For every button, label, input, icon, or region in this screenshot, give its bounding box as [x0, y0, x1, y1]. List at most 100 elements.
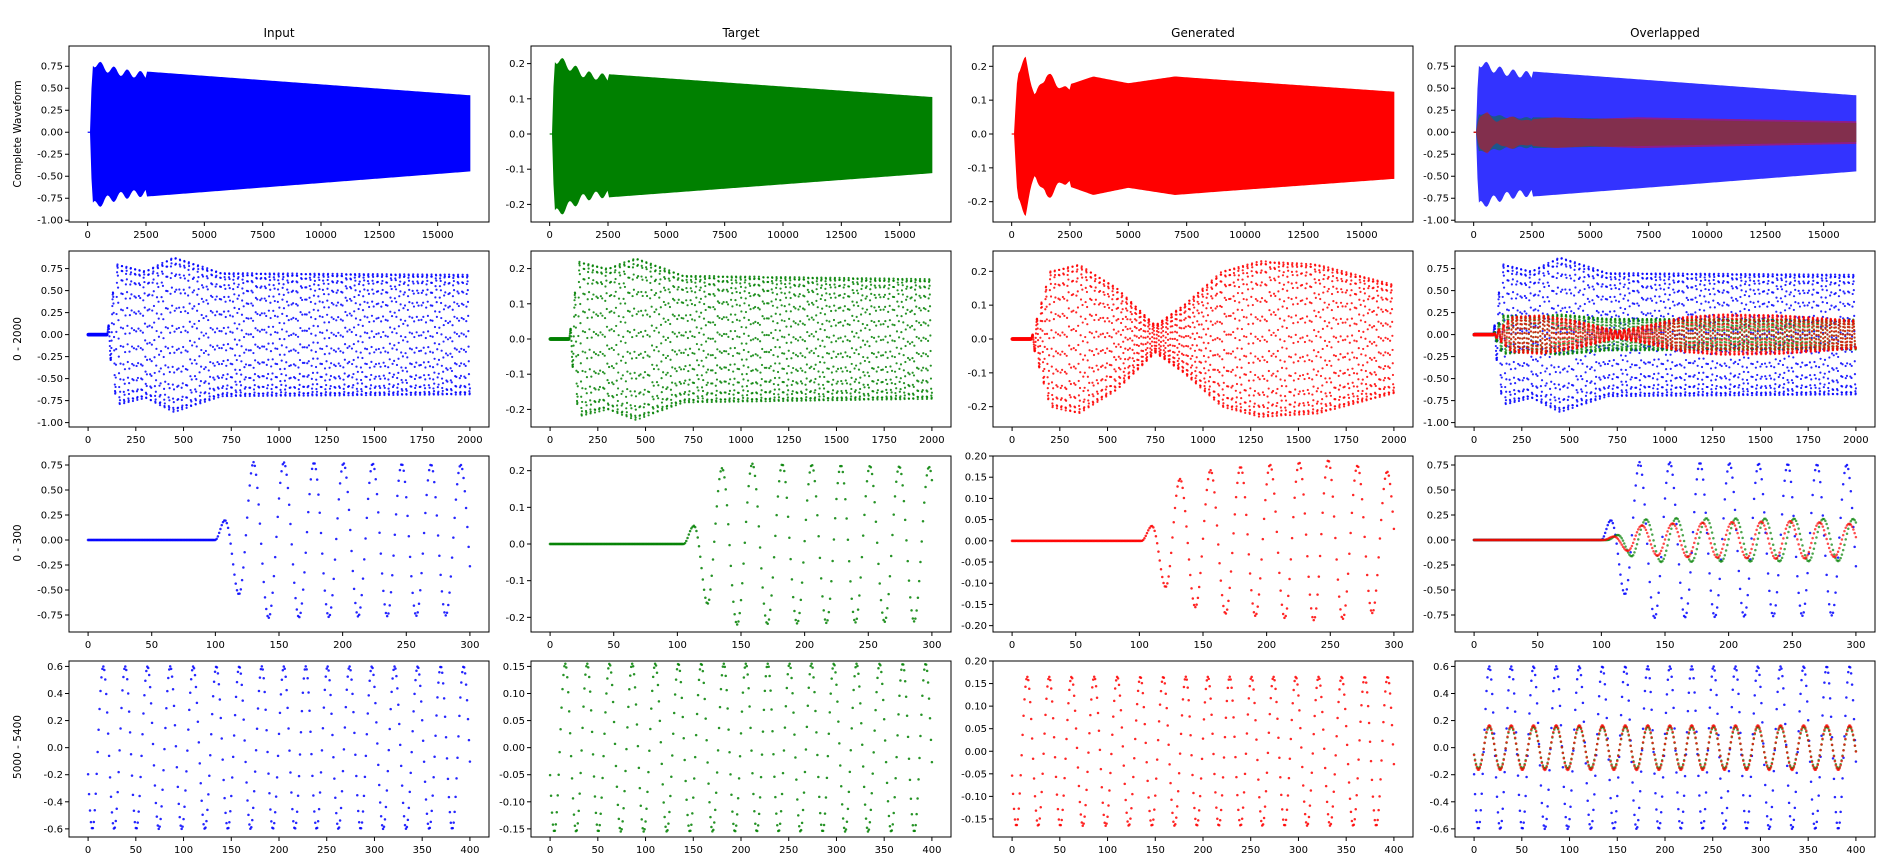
- sample-point: [291, 280, 294, 283]
- sample-point: [747, 304, 751, 307]
- sample-point: [365, 375, 368, 379]
- sample-point: [266, 394, 269, 397]
- sample-point: [889, 365, 892, 368]
- sample-point: [644, 276, 648, 279]
- sample-point: [707, 353, 710, 356]
- sample-point: [709, 321, 712, 324]
- sample-point: [770, 315, 773, 318]
- sample-point: [737, 368, 741, 371]
- sample-point: [351, 386, 354, 389]
- sample-point: [705, 383, 708, 387]
- sample-point: [686, 281, 689, 284]
- sample-point: [580, 395, 583, 398]
- sample-point: [799, 380, 803, 383]
- sample-point: [441, 393, 444, 396]
- sample-point: [132, 379, 135, 382]
- samples-target: [548, 258, 934, 421]
- sample-point: [827, 397, 830, 400]
- sample-point: [145, 373, 148, 376]
- sample-point: [263, 285, 266, 288]
- sample-point: [221, 392, 224, 395]
- sample-point: [903, 386, 907, 389]
- sample-point: [778, 376, 781, 379]
- sample-point: [828, 305, 831, 308]
- sample-point: [760, 396, 763, 399]
- sample-point: [832, 318, 836, 322]
- sample-point: [703, 302, 706, 306]
- sample-point: [123, 382, 126, 385]
- sample-point: [685, 287, 688, 290]
- sample-point: [199, 402, 202, 405]
- sample-point: [745, 372, 748, 376]
- sample-point: [395, 348, 398, 351]
- sample-point: [741, 373, 744, 376]
- sample-point: [656, 394, 659, 397]
- sample-point: [145, 384, 148, 388]
- sample-point: [739, 278, 742, 281]
- sample-point: [229, 347, 232, 350]
- sample-point: [225, 387, 228, 390]
- sample-point: [218, 346, 221, 350]
- sample-point: [416, 280, 419, 283]
- sample-point: [274, 330, 277, 334]
- sample-point: [1045, 295, 1048, 298]
- sample-point: [654, 264, 657, 267]
- sample-point: [200, 313, 203, 317]
- x-tick-label: 12500: [363, 230, 395, 241]
- sample-point: [439, 301, 443, 305]
- sample-point: [142, 276, 145, 279]
- sample-point: [588, 348, 591, 351]
- sample-point: [762, 290, 766, 293]
- sample-point: [241, 287, 244, 290]
- sample-point: [626, 370, 629, 373]
- sample-point: [348, 328, 351, 331]
- sample-point: [667, 318, 670, 322]
- sample-point: [125, 278, 128, 281]
- sample-point: [169, 311, 172, 314]
- sample-point: [198, 384, 201, 387]
- sample-point: [823, 361, 826, 364]
- sample-point: [574, 340, 578, 343]
- sample-point: [320, 394, 323, 397]
- sample-point: [832, 334, 835, 337]
- sample-point: [462, 303, 465, 306]
- sample-point: [803, 295, 806, 298]
- sample-point: [368, 320, 371, 324]
- sample-point: [421, 274, 424, 278]
- sample-point: [249, 386, 252, 389]
- sample-point: [717, 275, 720, 278]
- sample-point: [273, 299, 276, 303]
- sample-point: [901, 278, 904, 281]
- sample-point: [841, 391, 844, 395]
- sample-point: [389, 310, 392, 313]
- sample-point: [713, 277, 716, 280]
- sample-point: [751, 391, 754, 395]
- sample-point: [1126, 328, 1129, 331]
- sample-point: [270, 394, 274, 397]
- sample-point: [747, 334, 750, 337]
- y-tick-label: -0.2: [505, 200, 525, 211]
- sample-point: [145, 396, 148, 400]
- plot-area: [1473, 61, 1857, 207]
- sample-point: [788, 291, 791, 294]
- sample-point: [672, 276, 676, 279]
- sample-point: [809, 390, 812, 393]
- sample-point: [280, 383, 283, 386]
- sample-point: [235, 372, 238, 375]
- sample-point: [182, 345, 185, 349]
- sample-point: [1050, 347, 1053, 350]
- sample-point: [1096, 399, 1099, 402]
- sample-point: [1045, 305, 1048, 308]
- sample-point: [283, 322, 286, 325]
- sample-point: [317, 273, 321, 276]
- sample-point: [233, 293, 236, 296]
- sample-point: [1106, 331, 1109, 335]
- sample-point: [608, 347, 611, 351]
- sample-point: [701, 397, 704, 400]
- subplot-grid: 0 2500 5000 7500 10000 12500 15000-1.00-0.75-0…: [37, 45, 1876, 856]
- sample-point: [1103, 305, 1106, 309]
- sample-point: [1075, 270, 1078, 273]
- sample-point: [304, 273, 308, 276]
- sample-point: [610, 310, 613, 313]
- sample-point: [223, 284, 226, 287]
